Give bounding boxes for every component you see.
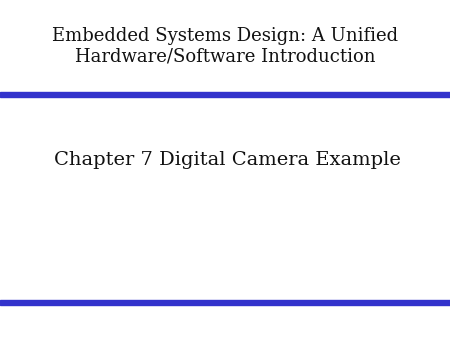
Bar [0,300,450,305]
Text: Chapter 7 Digital Camera Example: Chapter 7 Digital Camera Example [54,151,401,169]
Text: Embedded Systems Design: A Unified
Hardware/Software Introduction: Embedded Systems Design: A Unified Hardw… [52,27,398,65]
Bar [0,92,450,97]
